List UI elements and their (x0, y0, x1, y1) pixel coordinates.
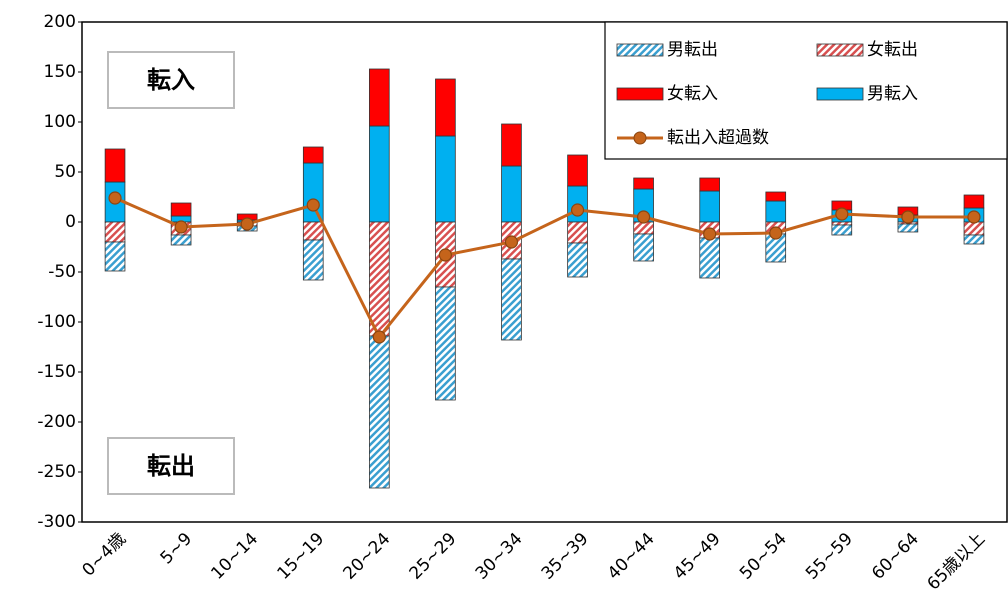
bar (963, 221, 985, 236)
bar (831, 224, 853, 236)
line (114, 196, 974, 340)
bar (302, 146, 324, 164)
y-tick-label: 100 (44, 112, 76, 132)
y-tick-label: -150 (37, 362, 76, 382)
y-tick-label: 200 (44, 12, 76, 32)
marker (108, 191, 122, 205)
bar (104, 148, 126, 183)
x-tick-label: 10~14 (207, 529, 262, 584)
x-tick-label: 40~44 (604, 529, 659, 584)
bar (963, 194, 985, 209)
marker (637, 210, 651, 224)
marker (372, 330, 386, 344)
bar (435, 135, 456, 223)
marker (901, 210, 915, 224)
x-tick-label: 30~34 (472, 529, 527, 584)
legend-swatch (816, 43, 864, 57)
bar (633, 233, 654, 262)
bar (765, 191, 787, 202)
annotation-box (107, 51, 235, 109)
legend-swatch (616, 43, 664, 57)
marker (306, 198, 320, 212)
marker (703, 227, 717, 241)
bar (633, 221, 654, 235)
legend-swatch (816, 87, 864, 101)
bar (435, 78, 456, 137)
marker (504, 235, 519, 249)
bar (501, 123, 522, 167)
y-tick-label: 150 (44, 62, 76, 82)
legend-label: 男転入 (867, 84, 918, 104)
x-tick-label: 0~4歳 (79, 529, 131, 581)
legend-label: 転出入超過数 (667, 128, 769, 148)
bar (567, 154, 588, 187)
y-tick-label: -100 (37, 312, 76, 332)
marker (967, 210, 981, 224)
legend-label: 男転出 (667, 40, 718, 60)
x-tick-label: 65歳以上 (924, 529, 990, 595)
marker (769, 226, 783, 240)
legend-swatch (616, 87, 664, 101)
bar (567, 242, 588, 278)
bar (369, 335, 390, 489)
marker (174, 220, 188, 234)
x-tick-label: 35~39 (538, 529, 593, 584)
bar (104, 221, 126, 243)
legend-label: 女転出 (867, 40, 918, 60)
y-tick-label: -250 (37, 462, 76, 482)
y-tick-label: 50 (54, 162, 76, 182)
x-tick-label: 55~59 (802, 529, 857, 584)
bar (699, 237, 720, 279)
bar (897, 223, 919, 233)
bar (369, 221, 390, 337)
bar (369, 125, 390, 223)
bar (104, 241, 126, 272)
annotation: 転入 (147, 66, 195, 94)
marker (240, 217, 254, 231)
bar (765, 200, 787, 223)
y-tick-label: -200 (37, 412, 76, 432)
y-tick-label: -300 (37, 512, 76, 532)
bar (831, 221, 853, 226)
bar (302, 162, 324, 223)
x-tick-label: 50~54 (736, 529, 791, 584)
bar (302, 239, 324, 281)
y-tick-label: -50 (48, 262, 76, 282)
bar (501, 258, 522, 341)
x-tick-label: 45~49 (670, 529, 725, 584)
annotation: 転出 (147, 452, 195, 480)
legend-label: 女転入 (667, 84, 718, 104)
x-tick-label: 20~24 (340, 529, 395, 584)
bar (567, 221, 588, 244)
bar (170, 234, 192, 246)
x-tick-label: 25~29 (406, 529, 461, 584)
marker (438, 248, 452, 262)
marker (835, 207, 849, 221)
y-tick-label: 0 (65, 212, 76, 232)
bar (170, 202, 192, 217)
legend-box (604, 21, 1008, 160)
bar (369, 68, 390, 127)
x-tick-label: 5~9 (157, 529, 197, 569)
x-tick-label: 60~64 (868, 529, 923, 584)
bar (963, 234, 985, 245)
legend-marker (633, 131, 647, 145)
bar (435, 286, 456, 401)
bar (699, 190, 720, 223)
x-tick-label: 15~19 (274, 529, 329, 584)
bar (501, 165, 522, 223)
annotation-box (107, 437, 235, 495)
bar (302, 221, 324, 241)
bar (699, 177, 720, 192)
bar (633, 177, 654, 190)
marker (570, 203, 585, 217)
